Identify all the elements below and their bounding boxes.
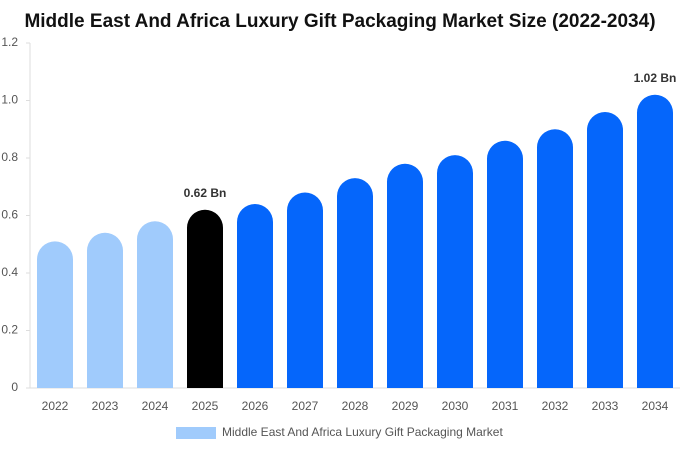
y-tick-label: 1.2: [1, 35, 18, 49]
x-tick-label: 2031: [492, 399, 519, 413]
bar: [437, 155, 473, 388]
bar: [37, 241, 73, 388]
y-tick-label: 0.4: [1, 265, 18, 279]
bar: [587, 112, 623, 388]
y-tick-label: 0: [11, 380, 18, 394]
bar: [87, 232, 123, 388]
bar: [637, 94, 673, 388]
bar: [137, 221, 173, 388]
bar: [387, 163, 423, 388]
bar: [337, 178, 373, 388]
data-label: 1.02 Bn: [634, 71, 677, 85]
bar: [187, 209, 223, 388]
bar: [237, 204, 273, 388]
data-label: 0.62 Bn: [184, 186, 227, 200]
x-tick-label: 2025: [192, 399, 219, 413]
x-tick-label: 2028: [342, 399, 369, 413]
y-tick-label: 0.6: [1, 208, 18, 222]
x-tick-label: 2034: [642, 399, 669, 413]
chart-title: Middle East And Africa Luxury Gift Packa…: [24, 11, 655, 32]
legend-swatch: [176, 427, 216, 439]
x-tick-label: 2029: [392, 399, 419, 413]
bar: [487, 140, 523, 388]
x-tick-label: 2033: [592, 399, 619, 413]
y-tick-label: 0.2: [1, 323, 18, 337]
y-tick-label: 0.8: [1, 150, 18, 164]
legend-label: Middle East And Africa Luxury Gift Packa…: [222, 425, 503, 439]
x-tick-label: 2030: [442, 399, 469, 413]
bar: [287, 192, 323, 388]
bar: [537, 129, 573, 388]
x-tick-label: 2032: [542, 399, 569, 413]
y-tick-label: 1.0: [1, 93, 18, 107]
x-tick-label: 2022: [42, 399, 69, 413]
x-tick-label: 2027: [292, 399, 319, 413]
x-tick-label: 2024: [142, 399, 169, 413]
x-tick-label: 2023: [92, 399, 119, 413]
x-tick-label: 2026: [242, 399, 269, 413]
